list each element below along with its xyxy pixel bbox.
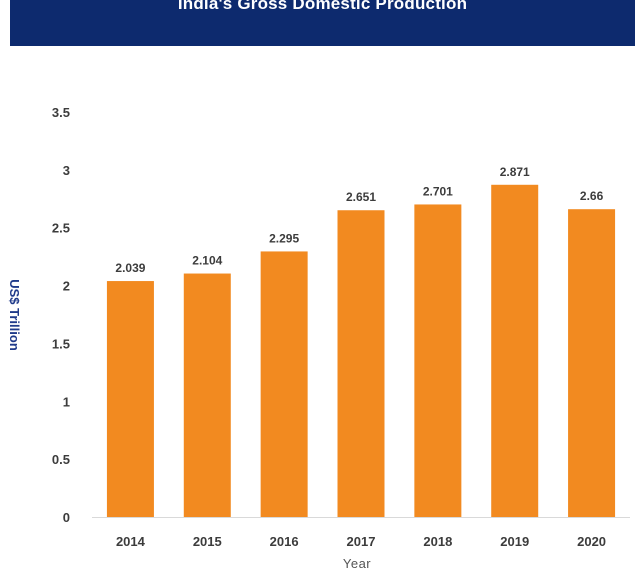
bar-data-label: 2.701	[423, 184, 453, 198]
y-axis-title: US$ Trillion	[7, 279, 22, 351]
chart-title-bar: India's Gross Domestic Production	[10, 0, 635, 46]
bar-data-label: 2.871	[500, 165, 530, 179]
bar-data-label: 2.295	[269, 231, 299, 245]
x-tick-label: 2014	[116, 534, 146, 549]
bar	[337, 210, 385, 517]
bar	[183, 273, 231, 517]
y-tick-label: 3.5	[52, 105, 70, 120]
bar-data-label: 2.66	[580, 189, 604, 203]
bar-data-label: 2.651	[346, 190, 376, 204]
x-tick-label: 2018	[423, 534, 452, 549]
x-axis-ticks: 2014 2015 2016 2017 2018 2019 2020	[116, 534, 606, 549]
y-tick-label: 2	[63, 279, 70, 294]
chart-title: India's Gross Domestic Production	[177, 0, 468, 13]
x-tick-label: 2017	[347, 534, 376, 549]
bar	[106, 281, 154, 517]
y-tick-label: 0.5	[52, 452, 70, 467]
bar-data-label: 2.039	[115, 261, 145, 275]
x-tick-label: 2016	[270, 534, 299, 549]
y-axis-ticks: 0 0.5 1 1.5 2 2.5 3 3.5	[52, 105, 70, 525]
x-tick-label: 2020	[577, 534, 606, 549]
y-tick-label: 0	[63, 510, 70, 525]
x-tick-label: 2015	[193, 534, 222, 549]
bars-group: 2.039 2.104 2.295 2.651 2.701 2.871 2.66	[106, 165, 616, 517]
y-tick-label: 3	[63, 163, 70, 178]
bar	[568, 209, 616, 517]
bar-data-label: 2.104	[192, 254, 222, 268]
x-axis-title: Year	[343, 556, 371, 571]
bar	[414, 204, 462, 517]
y-tick-label: 2.5	[52, 221, 70, 236]
y-tick-label: 1.5	[52, 336, 70, 351]
bar	[491, 184, 539, 517]
bar	[260, 251, 308, 517]
x-tick-label: 2019	[500, 534, 529, 549]
y-tick-label: 1	[63, 394, 70, 409]
